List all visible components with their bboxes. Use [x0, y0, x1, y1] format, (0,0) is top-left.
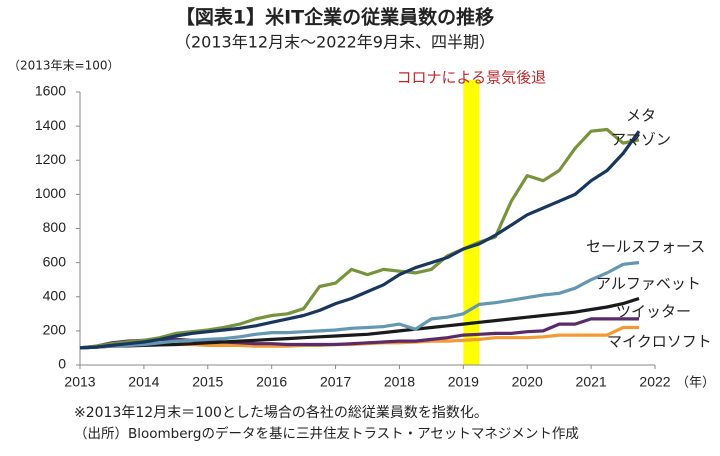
- y-tick-label: 800: [43, 219, 67, 235]
- x-tick-label: 2017: [320, 374, 351, 390]
- series-line: [79, 130, 641, 350]
- x-tick-label: 2019: [448, 374, 479, 390]
- series-label: ツイッター: [616, 303, 691, 321]
- series-label: マイクロソフト: [607, 333, 712, 351]
- x-axis-label: （年）: [676, 376, 715, 391]
- series-label: アルファベット: [596, 275, 701, 293]
- series-line: [79, 127, 640, 350]
- series-line: [79, 296, 640, 350]
- series-label: メタ: [626, 107, 656, 125]
- y-tick-label: 1200: [35, 151, 66, 167]
- y-tick-label: 1600: [35, 83, 66, 99]
- x-tick-label: 2022: [639, 374, 670, 390]
- chart-subtitle: （2013年12月末～2022年9月末、四半期）: [175, 33, 495, 52]
- x-tick-label: 2013: [64, 374, 95, 390]
- y-tick-label: 1400: [35, 117, 66, 133]
- note: （出所）Bloombergのデータを基に三井住友トラスト・アセットマネジメント作…: [74, 425, 579, 442]
- x-tick-label: 2020: [512, 374, 543, 390]
- note: ※2013年12月末＝100とした場合の各社の総従業員数を指数化。: [74, 405, 488, 421]
- x-tick-label: 2014: [128, 374, 159, 390]
- y-axis-label: （2013年末=100）: [8, 59, 120, 73]
- y-tick-label: 400: [43, 287, 67, 303]
- x-tick-label: 2016: [256, 374, 287, 390]
- x-tick-label: 2018: [384, 374, 415, 390]
- y-tick-label: 0: [58, 356, 66, 372]
- annotation: コロナによる景気後退: [397, 69, 547, 87]
- y-tick-label: 200: [43, 322, 67, 338]
- recession-band: [463, 80, 480, 365]
- y-tick-label: 600: [43, 253, 67, 269]
- chart-title: 【図表1】米IT企業の従業員数の推移: [176, 6, 494, 29]
- y-tick-label: 1000: [35, 185, 66, 201]
- x-tick-label: 2015: [192, 374, 223, 390]
- series-line: [79, 317, 639, 350]
- series-line: [79, 261, 640, 350]
- series-label: セールスフォース: [586, 238, 705, 256]
- x-tick-label: 2021: [576, 374, 607, 390]
- series-label: アマゾン: [611, 131, 671, 149]
